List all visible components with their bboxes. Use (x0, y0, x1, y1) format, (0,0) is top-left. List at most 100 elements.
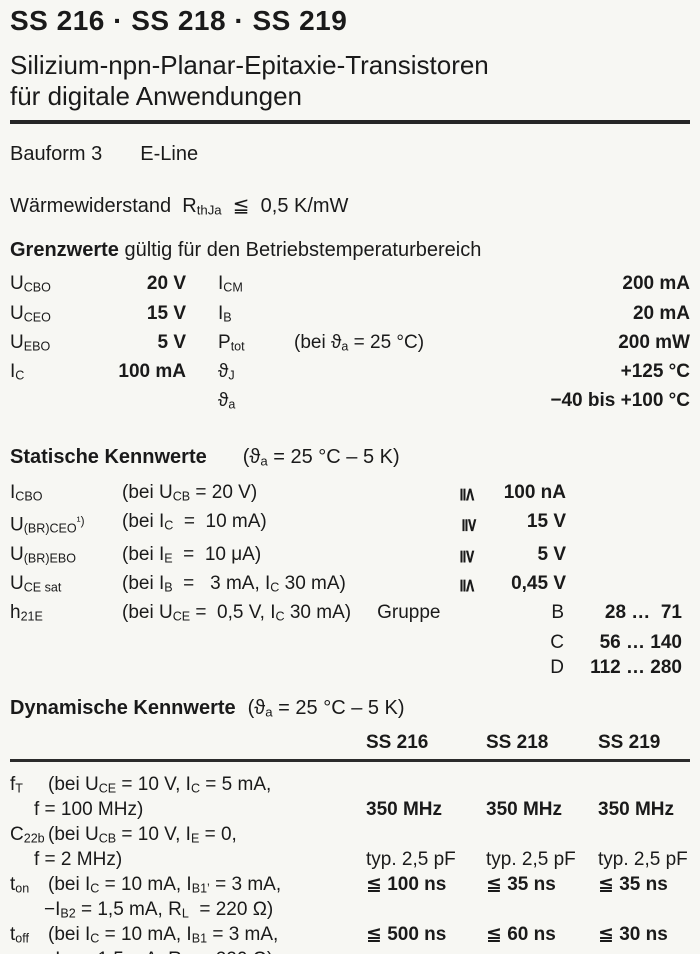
param-value: 5 V (537, 543, 566, 565)
condition-text: −IB2 = 1,5 mA, RL = 220 Ω) (44, 898, 274, 921)
dynamisch-heading-condition: (ϑa = 25 °C – 5 K) (247, 696, 405, 719)
condition-text: (bei UCE = 0,5 V, IC 30 mA) (122, 602, 352, 624)
param-value: 15 V (526, 511, 566, 533)
param-value: 20 V (146, 273, 186, 295)
param-symbol: fT (10, 773, 23, 796)
dynamisch-heading: Dynamische Kennwerte (ϑa = 25 °C – 5 K) (10, 696, 690, 724)
param-value: 350 MHz (366, 798, 443, 820)
param-value: ≦ 60 ns (486, 923, 556, 945)
spacer (186, 330, 218, 359)
group-range: 28 … 71 (604, 602, 682, 624)
thermal-resistance-line: Wärmewiderstand RthJa ≦ 0,5 K/mW (10, 195, 349, 218)
param-symbol: U(BR)CEO¹) (10, 514, 85, 536)
condition-text: (bei UCE = 10 V, IC = 5 mA, (48, 773, 272, 796)
param-value: typ. 2,5 pF (366, 848, 456, 870)
limit-row: UCEO 15 V IB 20 mA (10, 301, 690, 330)
param-value: 350 MHz (486, 798, 563, 820)
group-range: 112 … 280 (590, 656, 682, 678)
bauform-label: Bauform 3 (10, 143, 103, 165)
grenzwerte-heading: Grenzwerte gültig für den Betriebstemper… (10, 238, 690, 263)
subtitle-line-2: für digitale Anwendungen (10, 81, 303, 111)
dynamic-characteristics-table: fT (bei UCE = 10 V, IC = 5 mA, f = 100 M… (10, 772, 690, 954)
dynamic-row-c22b: C22b (bei UCB = 10 V, IE = 0, f = 2 MHz)… (10, 822, 690, 872)
spacer (572, 480, 690, 509)
device-column-headers: SS 216 SS 218 SS 219 (10, 730, 690, 755)
group-letter: C (550, 631, 564, 653)
column-header-ss219: SS 219 (598, 731, 661, 753)
spacer (572, 571, 690, 600)
grenzwerte-heading-rest: gültig für den Betriebstemperaturbereich (118, 239, 482, 262)
condition-text: (bei UCB = 10 V, IE = 0, (48, 823, 237, 846)
param-symbol: ϑJ (218, 361, 235, 383)
condition-text: (bei IC = 10 mA) (122, 511, 267, 533)
static-row: U(BR)EBO (bei IE = 10 μA) ≧ 5 V (10, 542, 690, 571)
param-value: 20 mA (632, 302, 690, 324)
param-value: ≦ 500 ns (366, 923, 447, 945)
spacer (48, 730, 358, 755)
group-letter: D (550, 656, 564, 678)
param-symbol: IB (218, 302, 232, 324)
param-value: 0,45 V (511, 573, 566, 595)
param-symbol: UCEO (10, 302, 51, 324)
param-value: 200 mW (618, 331, 690, 353)
horizontal-rule-top (10, 120, 690, 124)
group-range: 56 … 140 (599, 631, 682, 653)
param-symbol: toff (10, 923, 29, 946)
param-value: 100 mA (118, 361, 186, 383)
subtitle-line-1: Silizium-npn-Planar-Epitaxie-Transistore… (10, 50, 489, 80)
spacer (572, 509, 690, 542)
dynamisch-heading-bold: Dynamische Kennwerte (10, 696, 236, 719)
bauform-line: Bauform 3 E-Line (10, 142, 690, 166)
dynamic-row-ton: ton (bei IC = 10 mA, IB1’ = 3 mA, −IB2 =… (10, 872, 690, 922)
less-equal-symbol: ≦ (457, 577, 479, 594)
statisch-heading-bold: Statische Kennwerte (10, 445, 207, 468)
greater-equal-symbol: ≧ (459, 517, 481, 534)
condition-text: f = 100 MHz) (34, 798, 144, 820)
condition-text (294, 388, 468, 417)
horizontal-rule-table (10, 758, 690, 762)
param-value: −40 bis +100 °C (550, 390, 690, 412)
static-characteristics-table: ICBO (bei UCB = 20 V) ≦ 100 nA U(BR)CEO¹… (10, 480, 690, 680)
condition-text: (bei IC = 10 mA, IB1 = 3 mA, (48, 923, 279, 946)
condition-text: −IB2 = 1,5 mA, RL = 220 Ω) (10, 947, 358, 954)
param-value: typ. 2,5 pF (598, 848, 688, 870)
spacer (10, 730, 48, 755)
param-value: 350 MHz (598, 798, 675, 820)
statisch-heading-condition: (ϑa = 25 °C – 5 K) (242, 445, 400, 468)
limit-row: IC 100 mA ϑJ +125 °C (10, 359, 690, 388)
dynamic-row-toff: toff (bei IC = 10 mA, IB1 = 3 mA, −IB2 =… (10, 922, 690, 954)
condition-text: f = 2 MHz) (34, 848, 123, 870)
spacer (186, 301, 218, 330)
group-word: Gruppe (377, 602, 441, 624)
param-symbol: ICBO (10, 482, 43, 504)
param-symbol: U(BR)EBO (10, 543, 76, 566)
param-symbol: UEBO (10, 331, 51, 354)
static-row: U(BR)CEO¹) (bei IC = 10 mA) ≧ 15 V (10, 509, 690, 542)
condition-text (294, 359, 468, 388)
param-symbol: h21E (10, 602, 43, 624)
statisch-heading: Statische Kennwerte (ϑa = 25 °C – 5 K) (10, 445, 690, 473)
spacer (572, 542, 690, 571)
param-symbol: Ptot (218, 331, 245, 354)
group-row: D 112 … 280 (10, 655, 690, 680)
group-row: C 56 … 140 (10, 630, 690, 655)
condition-text: (bei ϑa = 25 °C) (294, 331, 425, 354)
dynamic-row-ft: fT (bei UCE = 10 V, IC = 5 mA, f = 100 M… (10, 772, 690, 822)
condition-text (294, 271, 468, 300)
param-value (82, 388, 186, 417)
param-symbol: ton (10, 873, 30, 896)
param-symbol: IC (10, 361, 25, 383)
spacer (186, 271, 218, 300)
param-value: typ. 2,5 pF (486, 848, 576, 870)
param-value: ≦ 100 ns (366, 873, 447, 895)
limit-row: UEBO 5 V Ptot (bei ϑa = 25 °C) 200 mW (10, 330, 690, 359)
param-symbol: ICM (218, 273, 243, 295)
condition-text: (bei IE = 10 μA) (122, 543, 262, 566)
limit-row: UCBO 20 V ICM 200 mA (10, 271, 690, 300)
condition-text (294, 301, 468, 330)
condition-text: (bei IC = 10 mA, IB1’ = 3 mA, (48, 873, 282, 896)
subtitle: Silizium-npn-Planar-Epitaxie-Transistore… (10, 50, 690, 112)
param-symbol: UCBO (10, 273, 51, 295)
bauform-value: E-Line (140, 143, 199, 165)
